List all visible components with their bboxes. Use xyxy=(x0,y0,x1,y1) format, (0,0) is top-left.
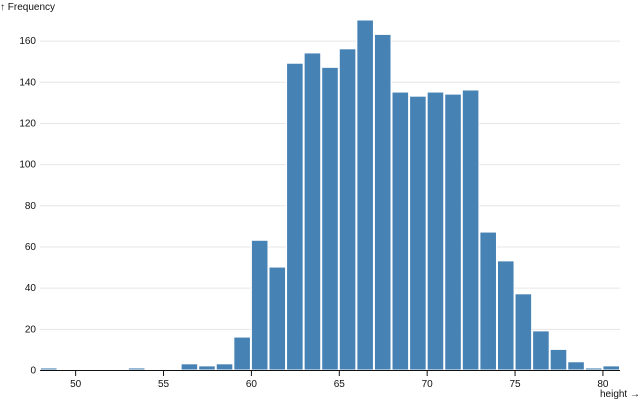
histogram-bar xyxy=(356,19,374,371)
y-tick-label: 160 xyxy=(19,36,36,47)
y-tick-label: 20 xyxy=(25,324,37,335)
histogram-bar xyxy=(461,89,480,371)
histogram-bar xyxy=(321,66,339,371)
histogram-bar xyxy=(303,52,322,371)
x-axis-title: height → xyxy=(600,389,640,400)
histogram-bar xyxy=(479,231,497,371)
histogram-bar xyxy=(514,293,533,371)
x-tick-label: 55 xyxy=(158,379,170,390)
histogram-bar xyxy=(549,348,568,371)
histogram-bar xyxy=(373,33,392,371)
y-tick-label: 140 xyxy=(19,77,36,88)
y-tick-label: 100 xyxy=(19,160,36,171)
histogram-bar xyxy=(286,62,304,371)
x-tick-label: 70 xyxy=(422,379,434,390)
histogram-bar xyxy=(584,367,603,371)
x-axis: 50 55 60 65 70 75 80 xyxy=(40,370,620,390)
histogram-bar xyxy=(602,365,621,371)
histogram-bar xyxy=(40,367,58,371)
y-tick-label: 60 xyxy=(25,242,37,253)
y-axis: 0 20 40 60 80 100 120 140 160 xyxy=(19,36,36,376)
histogram-bar xyxy=(426,91,445,371)
y-tick-label: 40 xyxy=(25,283,37,294)
histogram-bar xyxy=(409,95,427,371)
histogram-bar xyxy=(215,363,234,371)
histogram-bar xyxy=(233,336,251,371)
histogram-bar xyxy=(444,93,462,371)
histogram-bar xyxy=(268,266,287,371)
histogram-bar xyxy=(180,363,199,371)
x-tick-label: 65 xyxy=(334,379,346,390)
y-tick-label: 80 xyxy=(25,201,37,212)
histogram-bar xyxy=(127,367,146,371)
histogram-bar xyxy=(198,365,216,371)
x-tick-label: 50 xyxy=(70,379,82,390)
histogram-bar xyxy=(338,48,357,371)
y-axis-title: ↑ Frequency xyxy=(0,2,55,13)
histogram-bar xyxy=(567,361,585,371)
histogram-bar xyxy=(532,330,550,371)
x-tick-label: 80 xyxy=(597,379,609,390)
histogram-bars xyxy=(40,19,621,371)
histogram-bar xyxy=(391,91,410,371)
x-tick-label: 75 xyxy=(509,379,521,390)
y-tick-label: 0 xyxy=(30,366,36,377)
y-tick-label: 120 xyxy=(19,118,36,129)
histogram-bar xyxy=(496,260,515,371)
x-tick-label: 60 xyxy=(246,379,258,390)
histogram-bar xyxy=(250,239,269,371)
